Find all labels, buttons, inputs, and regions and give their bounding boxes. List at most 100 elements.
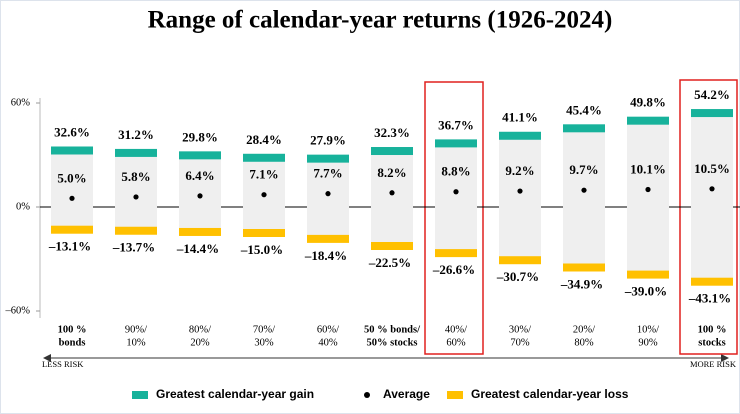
- range-band: [307, 158, 349, 239]
- gain-marker: [243, 153, 285, 162]
- gain-label: 54.2%: [694, 87, 730, 102]
- y-tick-label: 60%: [11, 97, 31, 108]
- loss-marker: [499, 256, 541, 265]
- x-tick-label: 90%: [638, 337, 658, 348]
- loss-marker: [371, 242, 413, 250]
- average-dot: [453, 189, 459, 195]
- x-tick-label: stocks: [698, 337, 725, 348]
- loss-label: –13.1%: [48, 239, 91, 254]
- loss-label: –15.0%: [240, 242, 283, 257]
- x-tick-label: 50 % bonds/: [364, 324, 421, 335]
- average-dot: [517, 188, 523, 194]
- gain-label: 29.8%: [182, 129, 218, 144]
- x-tick-label: 20%: [190, 337, 210, 348]
- gain-marker: [307, 154, 349, 163]
- loss-marker: [115, 226, 157, 235]
- legend-swatch: [132, 391, 148, 399]
- loss-label: –22.5%: [368, 255, 411, 270]
- range-band: [371, 151, 413, 246]
- loss-label: –13.7%: [112, 240, 155, 255]
- legend-swatch: [364, 392, 370, 398]
- x-tick-label: 20%/: [573, 324, 595, 335]
- highlight-box: [679, 79, 738, 355]
- gain-marker: [51, 146, 93, 155]
- average-dot: [389, 190, 395, 196]
- legend-swatch: [447, 391, 463, 399]
- gain-label: 36.7%: [438, 117, 474, 132]
- average-label: 7.1%: [249, 167, 278, 182]
- gain-marker: [115, 148, 157, 157]
- gain-marker: [563, 124, 605, 133]
- gain-marker: [627, 116, 669, 125]
- x-tick-label: 60%: [446, 337, 466, 348]
- x-tick-label: 10%: [126, 337, 146, 348]
- loss-marker: [307, 234, 349, 243]
- legend-label: Greatest calendar-year gain: [156, 387, 314, 401]
- average-dot: [133, 194, 139, 200]
- loss-marker: [51, 225, 93, 234]
- gain-marker: [435, 139, 477, 148]
- gain-label: 32.6%: [54, 124, 90, 139]
- x-tick-label: 90%/: [125, 324, 147, 335]
- range-band: [691, 113, 733, 282]
- x-tick-label: 40%: [318, 337, 338, 348]
- highlight-box: [424, 81, 484, 355]
- gain-label: 28.4%: [246, 132, 282, 147]
- x-tick-label: 70%/: [253, 324, 275, 335]
- range-band: [627, 120, 669, 275]
- average-label: 10.5%: [694, 161, 730, 176]
- loss-marker: [435, 249, 477, 258]
- x-tick-label: 80%/: [189, 324, 211, 335]
- range-band: [563, 128, 605, 268]
- gain-marker: [371, 147, 413, 156]
- loss-marker: [691, 277, 733, 286]
- x-tick-label: bonds: [59, 337, 86, 348]
- legend-label: Average: [383, 387, 430, 401]
- average-dot: [581, 187, 587, 193]
- loss-marker: [179, 227, 221, 236]
- loss-label: –43.1%: [688, 291, 731, 306]
- x-tick-label: 40%/: [445, 324, 467, 335]
- loss-label: –14.4%: [176, 241, 219, 256]
- average-dot: [645, 186, 651, 193]
- y-tick-label: 0%: [16, 201, 30, 212]
- average-label: 10.1%: [630, 161, 666, 176]
- x-tick-label: 100 %: [698, 324, 727, 335]
- loss-label: –30.7%: [496, 269, 539, 284]
- x-tick-label: 80%: [574, 337, 594, 348]
- x-tick-label: 10%/: [637, 324, 659, 335]
- average-label: 6.4%: [185, 168, 214, 183]
- average-dot: [69, 195, 75, 201]
- gain-label: 32.3%: [374, 125, 410, 140]
- average-dot: [709, 186, 715, 192]
- loss-label: –34.9%: [560, 276, 603, 291]
- average-label: 8.2%: [377, 165, 406, 180]
- x-tick-label: 60%/: [317, 324, 339, 335]
- gain-label: 49.8%: [630, 95, 666, 110]
- average-label: 9.7%: [569, 162, 598, 177]
- x-tick-label: 70%: [510, 337, 530, 348]
- loss-label: –39.0%: [624, 284, 667, 299]
- average-label: 7.7%: [313, 166, 342, 181]
- x-tick-label: 100 %: [58, 324, 87, 335]
- y-tick-label: –60%: [5, 305, 31, 316]
- average-label: 9.2%: [505, 163, 534, 178]
- range-band: [51, 150, 93, 230]
- loss-marker: [627, 270, 669, 279]
- x-tick-label: 50% stocks: [366, 337, 417, 348]
- gain-label: 41.1%: [502, 110, 538, 125]
- average-dot: [325, 191, 331, 197]
- loss-label: –26.6%: [432, 262, 475, 277]
- gain-label: 31.2%: [118, 127, 154, 142]
- legend-label: Greatest calendar-year loss: [471, 387, 629, 401]
- loss-marker: [563, 263, 605, 272]
- gain-marker: [179, 151, 221, 160]
- average-label: 8.8%: [441, 164, 470, 179]
- more-risk: MORE RISK: [690, 359, 737, 369]
- chart-title: Range of calendar-year returns (1926-202…: [148, 7, 613, 34]
- x-tick-label: 30%: [254, 337, 274, 348]
- range-band: [435, 143, 477, 254]
- average-dot: [197, 193, 203, 199]
- gain-label: 27.9%: [310, 133, 346, 148]
